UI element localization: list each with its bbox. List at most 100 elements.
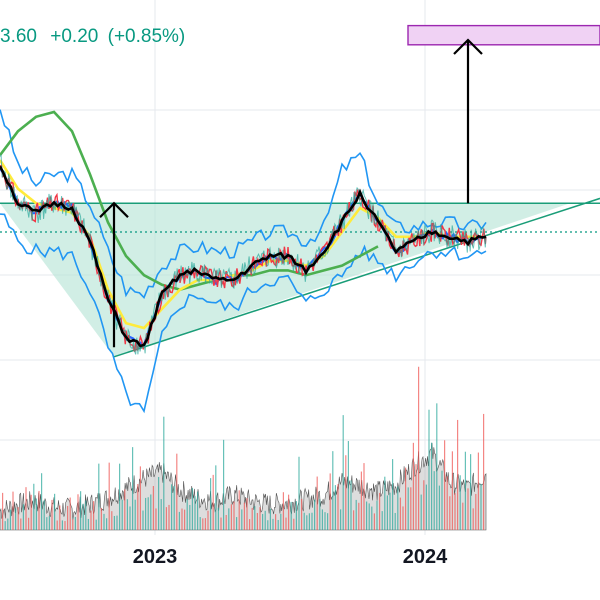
volume-bar: [202, 518, 204, 530]
volume-bar: [168, 504, 170, 530]
volume-bar: [446, 476, 448, 530]
volume-bar: [259, 507, 261, 530]
volume-bar: [423, 480, 425, 530]
volume-bar: [425, 484, 427, 530]
volume-bar: [394, 512, 396, 530]
volume-bar: [392, 459, 394, 530]
volume-bar: [41, 473, 43, 530]
volume-bar: [277, 519, 279, 530]
volume-bar: [233, 501, 235, 530]
volume-bar: [290, 501, 292, 530]
volume-bar: [116, 515, 118, 530]
volume-bar: [165, 507, 167, 530]
volume-bar: [431, 442, 433, 530]
volume-bar: [173, 486, 175, 530]
volume-bar: [194, 496, 196, 530]
volume-bar: [2, 492, 4, 530]
volume-bar: [462, 502, 464, 530]
volume-bar: [241, 509, 243, 530]
volume-bar: [371, 506, 373, 530]
volume-bar: [360, 471, 362, 530]
volume-bar: [436, 403, 438, 530]
volume-bar: [355, 499, 357, 530]
volume-bar: [160, 499, 162, 530]
volume-bar: [132, 447, 134, 530]
volume-bar: [249, 519, 251, 530]
bollinger-lower: [0, 213, 487, 414]
volume-bar: [72, 519, 74, 530]
volume-bar: [337, 484, 339, 530]
volume-bar: [269, 508, 271, 530]
volume-bar: [51, 499, 53, 530]
bollinger-upper: [0, 109, 487, 300]
volume-bar: [303, 512, 305, 530]
volume-bar: [56, 520, 58, 530]
volume-bar: [321, 509, 323, 530]
volume-bar: [340, 509, 342, 530]
volume-bar: [308, 513, 310, 530]
volume-bar: [100, 507, 102, 530]
volume-bar: [280, 513, 282, 530]
volume-bar: [33, 483, 35, 530]
price-change-percent: (+0.85%): [107, 26, 186, 47]
volume-bar: [243, 502, 245, 530]
sma-long-line: [0, 110, 379, 291]
volume-bar: [324, 512, 326, 530]
volume-bar: [415, 464, 417, 530]
volume-bar: [186, 499, 188, 530]
volume-bar: [238, 490, 240, 530]
volume-bar: [477, 452, 479, 530]
volume-bar: [267, 520, 269, 530]
volume-bar: [350, 480, 352, 530]
volume-bar: [17, 507, 19, 530]
volume-bar: [451, 451, 453, 530]
volume-bar: [254, 506, 256, 530]
volume-bar: [220, 517, 222, 530]
volume-bar: [181, 508, 183, 530]
volume-bar: [163, 416, 165, 530]
volume-bar: [363, 463, 365, 530]
triangle-lower-line: [113, 197, 600, 358]
ema-black-line: [0, 165, 487, 348]
volume-bar: [311, 512, 313, 530]
volume-bar: [191, 488, 193, 530]
volume-bar: [137, 484, 139, 530]
volume-bar: [106, 518, 108, 530]
volume-bar: [282, 492, 284, 530]
volume-bar: [386, 495, 388, 530]
volume-bar: [111, 511, 113, 530]
volume-bar: [90, 510, 92, 530]
volume-bar: [449, 496, 451, 530]
volume-bar: [444, 440, 446, 530]
volume-bar: [236, 517, 238, 530]
volume-bar: [467, 488, 469, 530]
volume-bar: [379, 492, 381, 530]
volume-bar: [121, 499, 123, 530]
volume-bar: [215, 465, 217, 530]
volume-bar: [189, 504, 191, 530]
target-zone-box: [407, 24, 600, 46]
volume-bar: [457, 419, 459, 530]
volume-bar: [251, 507, 253, 530]
volume-bar: [59, 505, 61, 530]
volume-bar: [7, 518, 9, 530]
x-tick-2024: 2024: [403, 546, 448, 568]
volume-bar: [368, 503, 370, 530]
volume-bar: [345, 455, 347, 530]
drawings[interactable]: [99, 24, 600, 348]
volume-bar: [327, 513, 329, 530]
volume-bar: [82, 503, 84, 530]
volume-bar: [77, 494, 79, 530]
volume-bar: [314, 499, 316, 530]
volume-bar: [103, 513, 105, 530]
volume-bar: [483, 413, 485, 530]
volume-bar: [230, 504, 232, 530]
volume-bar: [285, 517, 287, 530]
volume-bar: [155, 508, 157, 530]
volume-bar: [217, 507, 219, 530]
volume-bar: [438, 485, 440, 530]
volume-bar: [15, 508, 17, 530]
triangle-pattern[interactable]: [0, 197, 600, 358]
